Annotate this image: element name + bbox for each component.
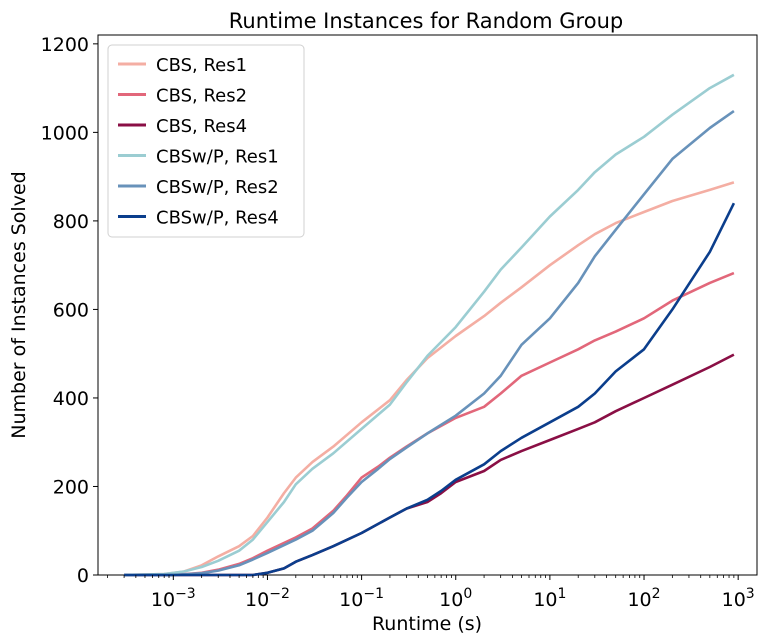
legend-entry-label: CBS, Res2 bbox=[156, 86, 247, 107]
y-tick-label: 200 bbox=[53, 476, 89, 498]
x-tick-label: 102 bbox=[627, 586, 660, 611]
legend-box bbox=[107, 44, 305, 238]
legend-entry-label: CBSw/P, Res4 bbox=[156, 208, 279, 229]
y-tick-label: 1000 bbox=[41, 122, 89, 144]
x-tick-label: 10−3 bbox=[151, 586, 196, 611]
y-axis-label: Number of Instances Solved bbox=[8, 171, 30, 438]
legend-entry-label: CBSw/P, Res1 bbox=[156, 147, 279, 168]
x-tick-label: 101 bbox=[533, 586, 566, 611]
x-tick-label: 103 bbox=[722, 586, 755, 611]
legend-entry-label: CBSw/P, Res2 bbox=[156, 177, 279, 198]
x-tick-label: 100 bbox=[439, 586, 472, 611]
y-tick-label: 600 bbox=[53, 299, 89, 321]
series-line-1 bbox=[124, 181, 735, 577]
x-tick-label: 10−1 bbox=[339, 586, 384, 611]
series-line-4 bbox=[124, 73, 735, 577]
legend: CBS, Res1 CBS, Res2 CBS, Res4 CBSw/P, Res1 C… bbox=[107, 44, 305, 238]
y-tick-label: 1200 bbox=[41, 34, 89, 56]
legend-entry-label: CBS, Res4 bbox=[156, 116, 247, 137]
axis-layer: 0 200 400 600 800 1000 1200 10−3 10−2 10−1 100 101 1… bbox=[41, 34, 755, 611]
x-axis-label: Runtime (s) bbox=[372, 613, 482, 635]
x-tick-label: 10−2 bbox=[245, 586, 290, 611]
y-tick-label: 800 bbox=[53, 211, 89, 233]
series-layer bbox=[124, 73, 736, 577]
series-line-5 bbox=[124, 110, 735, 577]
series-line-6 bbox=[124, 202, 736, 577]
chart-title: Runtime Instances for Random Group bbox=[229, 9, 623, 33]
legend-entry-label: CBS, Res1 bbox=[156, 55, 247, 76]
y-tick-label: 400 bbox=[53, 388, 89, 410]
y-tick-label: 0 bbox=[77, 565, 89, 587]
